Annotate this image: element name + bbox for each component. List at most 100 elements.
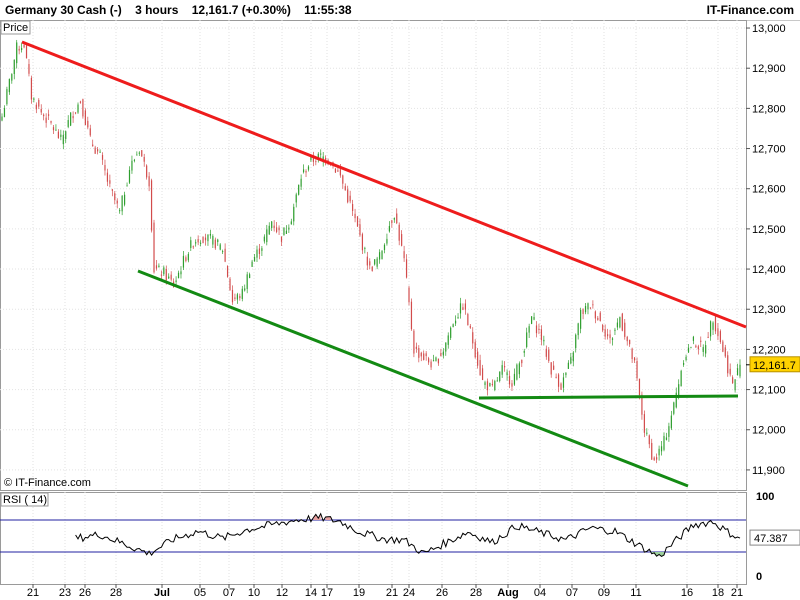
candle-body [530, 316, 533, 324]
candle-body [668, 426, 670, 437]
candle-body [11, 74, 13, 81]
price-tick-label: 12,800 [752, 103, 786, 115]
candle-body [543, 339, 545, 342]
candle-body [87, 120, 89, 128]
candle-body [516, 364, 518, 380]
price-tick-label: 12,300 [752, 304, 786, 316]
candle-body [126, 185, 128, 187]
horizontal-support-line [478, 394, 739, 400]
candle-body [70, 112, 72, 126]
candle-body [479, 360, 481, 376]
candle-body [589, 307, 592, 309]
candle-body [445, 342, 447, 352]
candle-body [94, 147, 96, 154]
candle-body [217, 239, 219, 243]
candle-body [18, 48, 20, 51]
candle-body [109, 180, 111, 184]
candle-body [553, 365, 555, 370]
candle-body [23, 44, 25, 48]
candle-body [624, 322, 626, 337]
candle-body [285, 230, 288, 234]
price-axis: 11,900 12,000 12,100 12,200 12,300 12,400 12,5… [746, 23, 800, 583]
candle-body [587, 303, 589, 310]
time-tick-label: 05 [194, 587, 206, 599]
candle-body [62, 134, 64, 145]
candle-body [192, 246, 194, 248]
candle-body [663, 436, 665, 450]
candle-body [30, 77, 33, 100]
candle-body [74, 112, 77, 114]
candle-body [342, 175, 344, 184]
time-tick-label: 17 [321, 587, 333, 599]
time-tick-label: 24 [403, 587, 415, 599]
candle-body [734, 379, 736, 391]
candle-body [631, 348, 633, 360]
candle-body [114, 193, 116, 201]
candle-body [648, 435, 650, 445]
candle-body [261, 248, 263, 251]
rsi-value-tag [749, 529, 800, 546]
candle-body [344, 186, 346, 191]
candle-body [317, 153, 319, 158]
rsi-oversold-fill [146, 552, 664, 557]
candle-body [511, 383, 513, 387]
candle-body [540, 329, 543, 341]
candle-body [347, 189, 349, 203]
price-tick-label: 12,000 [752, 425, 786, 437]
candle-body [629, 339, 631, 345]
candle-body [425, 353, 427, 357]
candle-body [180, 271, 182, 275]
price-tick-label: 11,900 [752, 465, 785, 477]
candle-body [187, 254, 189, 261]
resistance-trend-line [21, 40, 747, 329]
candle-body [405, 259, 408, 278]
candle-body [472, 332, 474, 344]
candle-body [89, 128, 91, 136]
candle-body [729, 368, 731, 375]
candle-body [106, 172, 109, 182]
trend-lines [21, 40, 747, 488]
price-tick-label: 12,700 [752, 144, 786, 156]
candle-body [131, 160, 133, 171]
instrument-name: Germany 30 Cash (-) [5, 3, 122, 17]
candle-body [146, 165, 148, 178]
candle-body [283, 227, 285, 236]
candle-body [67, 120, 69, 127]
candle-body [65, 131, 67, 140]
candle-body [621, 313, 623, 331]
time-tick-label: 23 [59, 587, 71, 599]
candle-body [481, 368, 484, 380]
candle-body [415, 346, 417, 349]
candle-body [312, 157, 314, 162]
candle-body [150, 180, 153, 231]
candle-body [231, 289, 234, 303]
candle-body [386, 238, 388, 244]
candle-body [72, 116, 74, 119]
time-tick-label: 28 [110, 587, 122, 599]
candle-body [700, 340, 702, 342]
candle-body [8, 78, 10, 93]
rsi-overbought-fill [296, 513, 331, 520]
candle-body [293, 206, 295, 222]
candle-body [128, 169, 131, 183]
candle-body [268, 225, 270, 235]
candle-body [295, 194, 297, 203]
candle-body [101, 155, 104, 160]
candle-body [111, 189, 113, 191]
candle-body [513, 373, 516, 385]
candle-body [35, 104, 37, 110]
price-change-label: 12,161.7 (+0.30%) [191, 3, 291, 17]
candle-body [246, 274, 248, 289]
candle-body [315, 161, 317, 163]
time-tick-label: 16 [681, 587, 693, 599]
candle-body [361, 234, 364, 251]
candle-body [739, 364, 741, 377]
candle-body [604, 329, 606, 337]
candle-body [683, 363, 685, 365]
candle-body [123, 194, 126, 205]
candle-body [462, 307, 464, 310]
candle-body [84, 110, 86, 126]
candle-body [381, 250, 383, 260]
lower-trend-line [137, 269, 689, 488]
